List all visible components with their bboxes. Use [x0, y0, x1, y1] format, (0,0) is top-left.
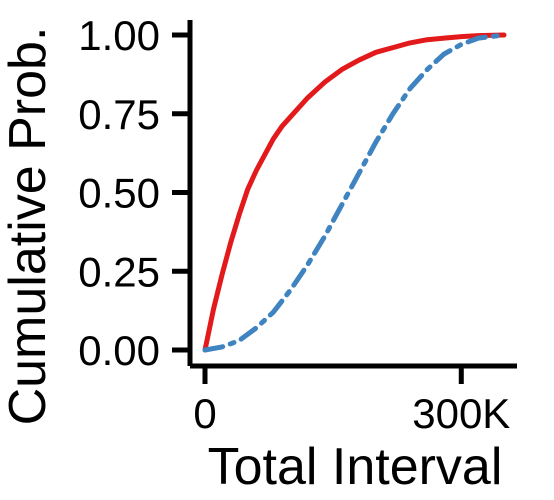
- x-axis-title: Total Interval: [208, 438, 503, 496]
- plot-area: [202, 32, 507, 353]
- y-tick-label: 0.00: [78, 327, 160, 374]
- y-tick-label: 0.50: [78, 170, 160, 217]
- series-line-2: [202, 32, 507, 353]
- y-tick-label: 0.75: [78, 91, 160, 138]
- y-ticks: 0.00 0.25 0.50 0.75 1.00: [78, 12, 190, 374]
- series-line-1: [202, 32, 507, 353]
- y-tick-label: 1.00: [78, 12, 160, 59]
- x-tick-label: 0: [193, 390, 216, 437]
- x-tick-label: 300K: [412, 390, 510, 437]
- x-ticks: 0 300K: [193, 366, 510, 437]
- y-tick-label: 0.25: [78, 248, 160, 295]
- y-axis-title: Cumulative Prob.: [0, 27, 57, 426]
